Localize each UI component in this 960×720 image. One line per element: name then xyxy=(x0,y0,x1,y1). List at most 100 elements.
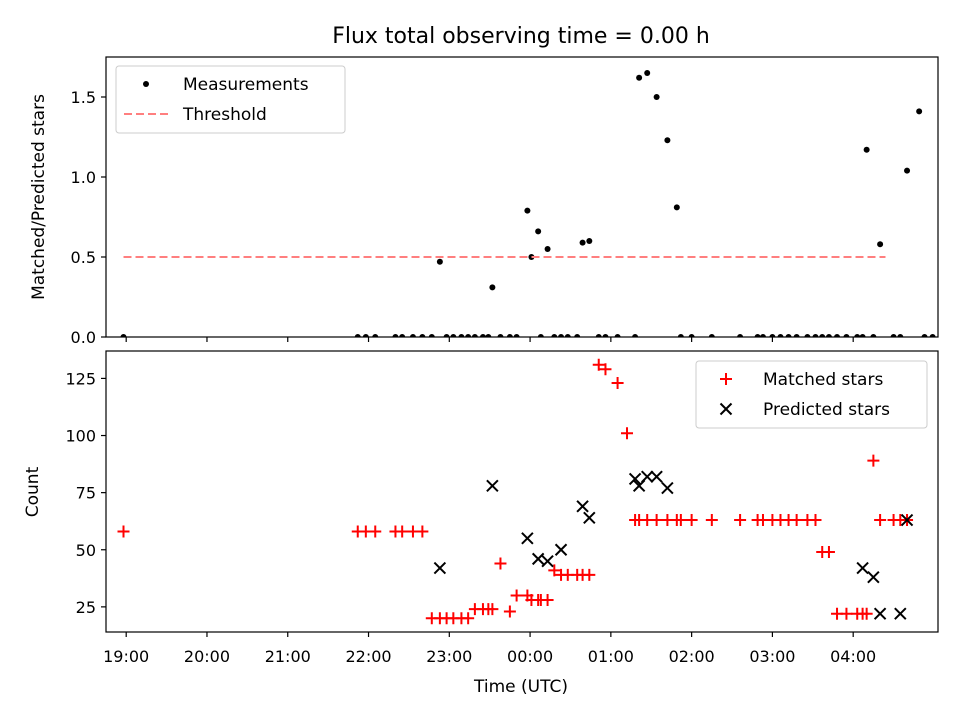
measurement-point xyxy=(644,70,651,76)
measurement-point xyxy=(372,334,379,337)
matched-star-point xyxy=(510,589,523,602)
matched-star-point xyxy=(462,612,475,625)
measurement-point xyxy=(793,334,800,337)
measurement-point xyxy=(574,334,581,337)
measurement-point xyxy=(537,334,544,337)
legend: Matched stars Predicted stars xyxy=(695,360,928,429)
plot-area xyxy=(120,70,936,337)
matched-star-point xyxy=(117,525,130,538)
measurement-point xyxy=(653,94,660,100)
x-tick-label: 01:00 xyxy=(588,647,634,666)
matched-star-point xyxy=(809,514,822,527)
legend-predicted-label: Predicted stars xyxy=(763,400,890,420)
legend-box xyxy=(695,360,928,429)
measurement-point xyxy=(890,334,897,337)
x-tick-label: 21:00 xyxy=(265,647,311,666)
measurement-point xyxy=(825,334,832,337)
measurement-point xyxy=(904,167,911,174)
measurement-point xyxy=(419,334,426,337)
measurement-point xyxy=(362,334,369,337)
measurement-point xyxy=(636,74,643,81)
matched-star-point xyxy=(592,358,605,371)
matched-star-point xyxy=(599,363,612,376)
matched-star-point xyxy=(674,514,687,527)
predicted-star-point xyxy=(433,561,447,575)
measurement-point xyxy=(785,334,792,337)
matched-star-point xyxy=(486,603,499,616)
predicted-star-point xyxy=(894,607,907,620)
measurement-point xyxy=(688,334,695,337)
measurement-point xyxy=(863,146,870,153)
measurement-point xyxy=(843,334,850,337)
measurement-point xyxy=(392,334,399,337)
matched-star-point xyxy=(396,525,409,538)
measurement-point xyxy=(436,258,443,265)
y-tick-label: 125 xyxy=(65,369,96,388)
measurement-point xyxy=(819,334,826,337)
predicted-star-point xyxy=(900,513,914,527)
y-tick-label: 0.0 xyxy=(71,328,96,347)
measurement-point xyxy=(506,334,513,337)
predicted-star-point xyxy=(486,479,499,492)
matched-star-point xyxy=(840,607,853,620)
legend-matched-marker xyxy=(720,373,732,385)
matched-star-point xyxy=(583,568,596,581)
measurement-point xyxy=(854,334,861,337)
measurement-point xyxy=(916,108,923,115)
measurement-point xyxy=(708,334,715,337)
x-tick-label: 19:00 xyxy=(103,647,149,666)
predicted-star-point xyxy=(650,470,663,483)
measurement-point xyxy=(399,334,406,337)
measurement-point xyxy=(428,334,435,337)
measurement-point xyxy=(497,334,504,337)
measurement-point xyxy=(737,334,744,337)
y-tick-label: 25 xyxy=(76,598,96,617)
top-panel: 0.0 0.5 1.0 1.5 Measurements Threshold xyxy=(71,56,939,347)
matched-star-point xyxy=(369,525,382,538)
legend-threshold-label: Threshold xyxy=(182,105,267,125)
measurement-point xyxy=(528,254,535,260)
x-tick-label: 00:00 xyxy=(507,647,553,666)
measurement-point xyxy=(564,334,571,337)
y-tick-label: 0.5 xyxy=(71,248,96,267)
measurement-point xyxy=(921,334,928,337)
matched-star-point xyxy=(503,605,516,618)
matched-star-point xyxy=(685,514,698,527)
measurement-point xyxy=(804,334,811,337)
matched-star-point xyxy=(790,514,803,527)
matched-star-point xyxy=(867,454,880,467)
measurement-point xyxy=(673,204,680,211)
measurement-point xyxy=(120,334,127,337)
measurement-point xyxy=(558,334,565,337)
measurement-point xyxy=(471,334,478,337)
measurement-point xyxy=(579,239,586,246)
measurement-point xyxy=(754,334,761,337)
matched-star-point xyxy=(705,514,718,527)
matched-star-point xyxy=(611,376,624,389)
predicted-star-point xyxy=(628,472,642,486)
matched-star-point xyxy=(494,557,507,570)
measurement-point xyxy=(458,334,465,337)
measurement-point xyxy=(614,334,621,337)
x-tick-label: 04:00 xyxy=(830,647,876,666)
matched-star-point xyxy=(860,607,873,620)
measurement-point xyxy=(677,334,684,337)
measurement-point xyxy=(489,284,496,291)
predicted-star-point xyxy=(640,470,654,483)
predicted-star-point xyxy=(576,500,589,513)
measurement-point xyxy=(409,334,416,337)
top-y-axis-label: Matched/Predicted stars xyxy=(29,94,49,300)
measurement-point xyxy=(859,334,866,337)
axes-frame xyxy=(105,56,939,338)
predicted-star-point xyxy=(554,543,568,556)
measurement-point xyxy=(834,334,841,337)
x-tick-label: 23:00 xyxy=(426,647,472,666)
legend-measurement-label: Measurements xyxy=(183,75,309,95)
y-tick-label: 1.0 xyxy=(71,168,96,187)
legend-predicted-marker xyxy=(719,402,733,416)
measurement-point xyxy=(602,334,609,337)
matched-star-point xyxy=(621,427,634,440)
bottom-panel: 19:00 20:00 21:00 22:00 23:00 00:00 01:00 02:00… xyxy=(65,350,939,666)
measurement-point xyxy=(485,334,492,337)
